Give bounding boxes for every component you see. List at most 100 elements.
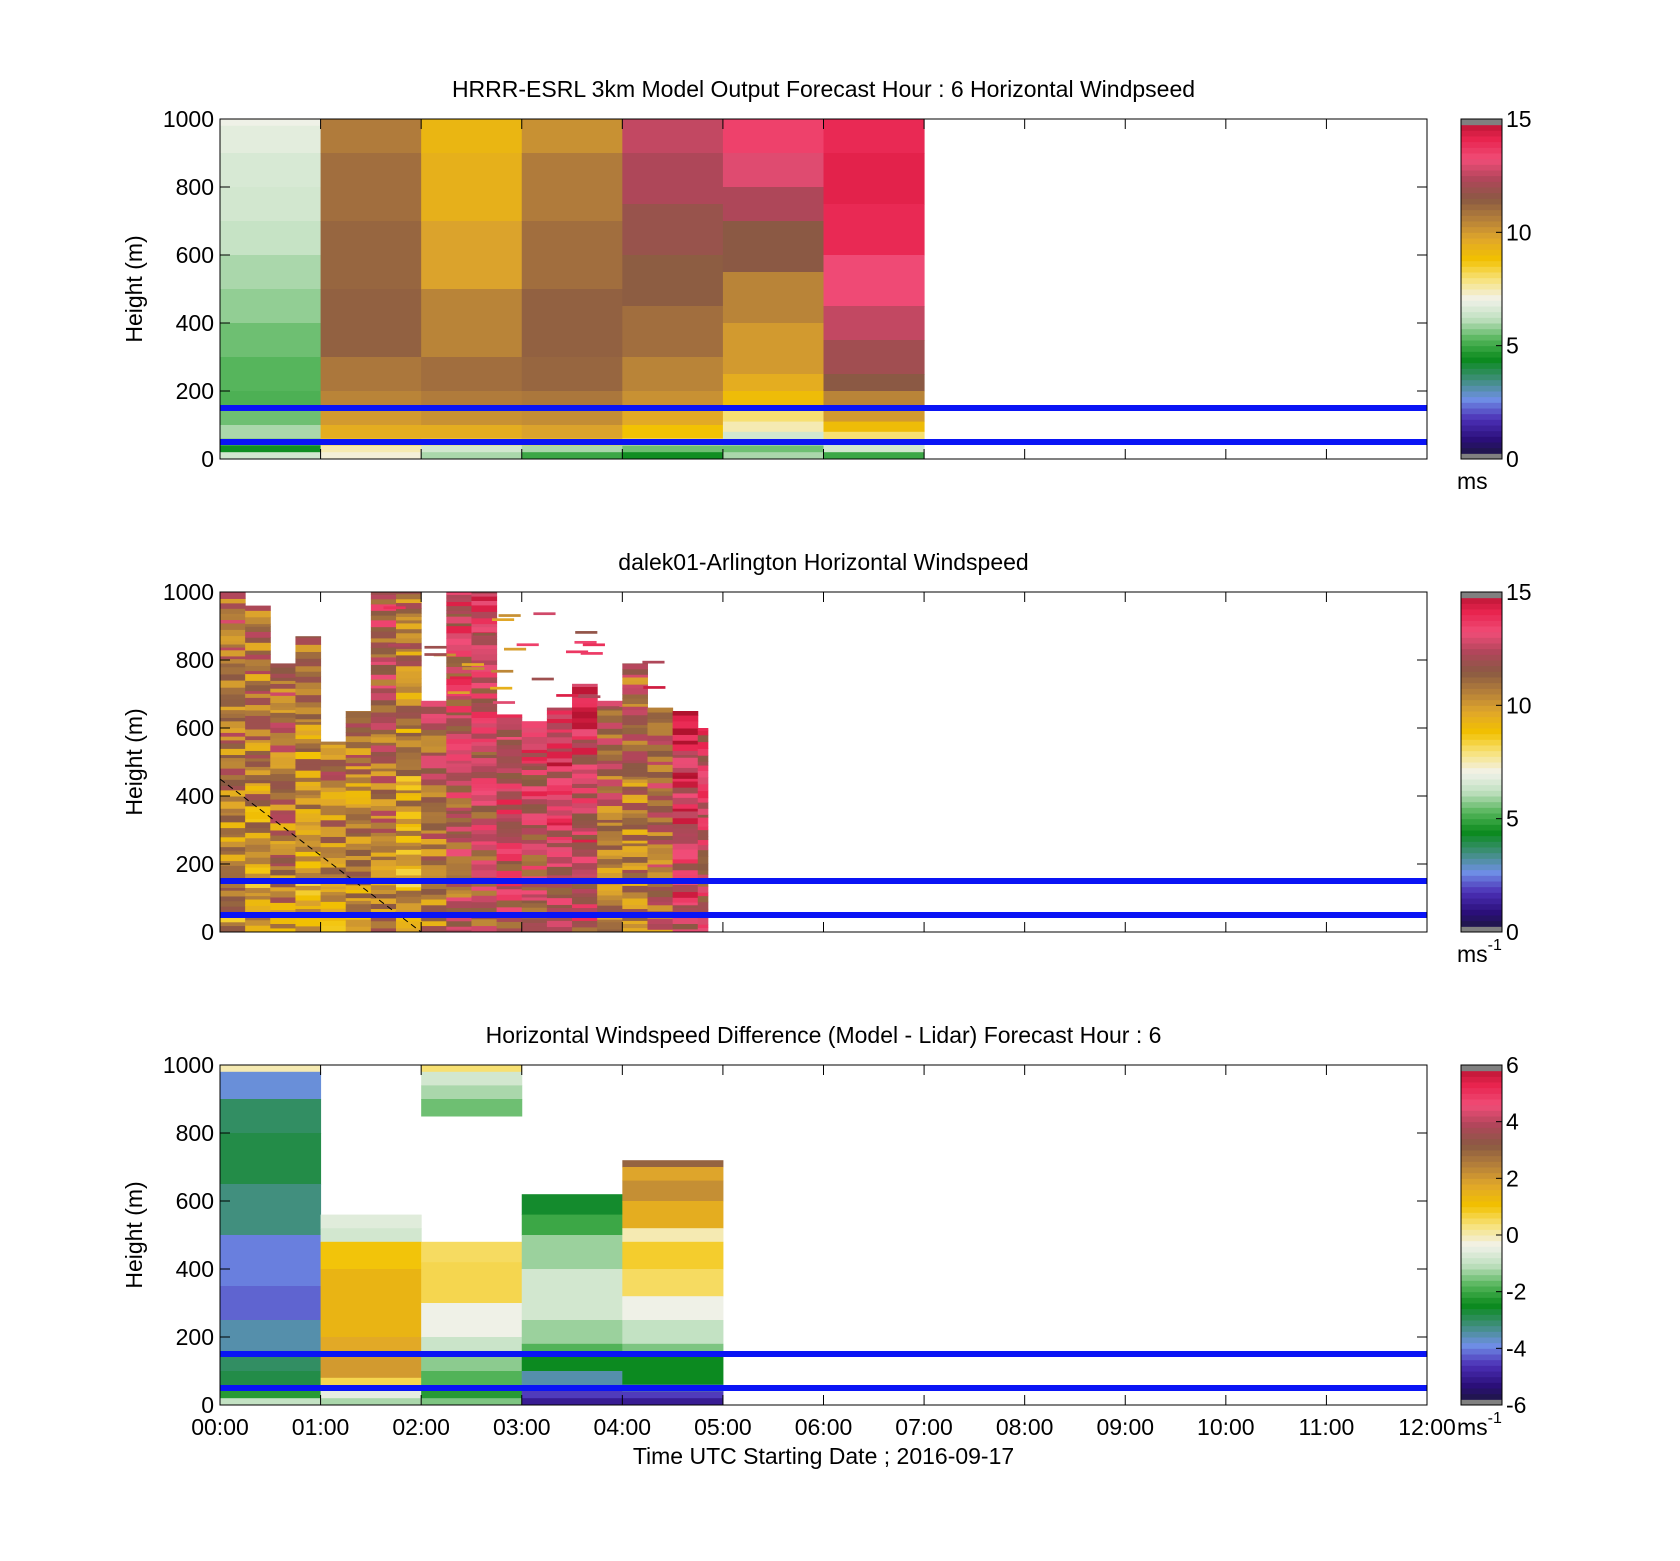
colorbar-segment — [1461, 711, 1502, 718]
heatmap-cell — [471, 833, 498, 842]
heatmap-cell — [622, 709, 648, 716]
heatmap-cell — [622, 663, 648, 665]
heatmap-cell — [546, 732, 573, 738]
heatmap-cell — [396, 682, 422, 687]
heatmap-cell — [823, 408, 925, 423]
heatmap-cell — [496, 755, 523, 764]
colorbar-segment — [1461, 1354, 1502, 1361]
heatmap-cell — [546, 862, 573, 867]
heatmap-cell — [622, 923, 648, 929]
heatmap-cell — [245, 827, 271, 833]
heatmap-cell — [496, 772, 523, 779]
colorbar-segment — [1461, 1325, 1502, 1332]
heatmap-cell — [245, 895, 271, 900]
heatmap-cell — [521, 1194, 623, 1216]
heatmap-cell — [421, 920, 447, 927]
heatmap-cell — [421, 838, 447, 845]
heatmap-cell — [270, 709, 296, 713]
colorbar-segment — [1461, 875, 1502, 882]
colorbar-segment — [1461, 841, 1502, 848]
heatmap-cell — [622, 391, 724, 409]
colorbar-segment — [1461, 204, 1502, 211]
colorbar-segment — [1461, 351, 1502, 358]
colorbar-segment — [1461, 1348, 1502, 1355]
heatmap-cell — [572, 834, 598, 840]
heatmap-cell — [220, 619, 246, 624]
heatmap-cell — [622, 306, 724, 358]
heatmap-cell — [421, 153, 523, 222]
heatmap-cell — [270, 788, 296, 793]
colorbar-segment — [1461, 915, 1502, 922]
colorbar-segment — [1461, 1291, 1502, 1298]
heatmap-cell — [245, 610, 271, 618]
x-tick-label: 12:00 — [1398, 1414, 1456, 1440]
heatmap-cell — [597, 830, 623, 838]
heatmap-cell — [345, 849, 372, 856]
heatmap-cell — [220, 1133, 322, 1185]
heatmap-cell — [446, 656, 472, 664]
heatmap-cell — [245, 867, 271, 874]
heatmap-cell — [622, 1201, 724, 1229]
heatmap-cell — [370, 742, 397, 746]
colorbar-segment — [1461, 858, 1502, 865]
heatmap-cell — [521, 756, 548, 761]
heatmap-cell — [496, 900, 523, 908]
heatmap-cell — [320, 831, 347, 837]
heatmap-cell — [597, 899, 623, 906]
heatmap-cell — [672, 862, 699, 871]
heatmap-cell — [370, 927, 397, 933]
heatmap-cell — [697, 765, 709, 771]
heatmap-cell — [345, 711, 372, 712]
heatmap-cell — [471, 757, 498, 764]
heatmap-cell — [622, 1180, 724, 1202]
heatmap-cell — [647, 756, 674, 762]
heatmap-cell — [496, 729, 523, 733]
heatmap-cell — [345, 892, 372, 899]
heatmap-cell — [546, 794, 573, 800]
heatmap-cell — [220, 445, 322, 453]
heatmap-cell — [396, 678, 422, 684]
heatmap-cell — [245, 626, 271, 632]
colorbar-segment — [1461, 147, 1502, 154]
heatmap-cell — [823, 431, 925, 443]
heatmap-cell — [521, 795, 548, 800]
colorbar-segment — [1461, 643, 1502, 650]
heatmap-cell — [521, 153, 623, 222]
colorbar-segment — [1461, 181, 1502, 188]
heatmap-cell — [471, 844, 498, 851]
heatmap-cell — [647, 864, 674, 868]
heatmap-cell — [597, 894, 623, 901]
heatmap-cell — [370, 647, 397, 655]
heatmap-cell — [823, 452, 925, 460]
colorbar-segment — [1461, 260, 1502, 267]
colorbar-segment — [1461, 1087, 1502, 1094]
heatmap-cell — [597, 921, 623, 930]
heatmap-cell — [345, 765, 372, 770]
heatmap-cell — [396, 735, 422, 741]
heatmap-cell — [396, 613, 422, 617]
colorbar-segment — [1461, 852, 1502, 859]
heatmap-cell — [572, 907, 598, 913]
heatmap-cell — [220, 760, 246, 769]
heatmap-cell — [521, 391, 623, 409]
heatmap-cell — [396, 712, 422, 716]
heatmap-cell — [471, 593, 498, 597]
heatmap-cell — [471, 722, 498, 728]
heatmap-cell — [245, 805, 271, 813]
heatmap-cell — [521, 408, 623, 426]
heatmap-cell — [565, 650, 589, 654]
heatmap-cell — [245, 623, 271, 627]
heatmap-cell — [320, 747, 347, 756]
colorbar-segment — [1461, 1133, 1502, 1140]
heatmap-cell — [572, 703, 598, 708]
heatmap-cell — [521, 889, 548, 895]
colorbar-segment — [1461, 1206, 1502, 1213]
x-tick-label: 05:00 — [694, 1414, 752, 1440]
colorbar-segment — [1461, 779, 1502, 786]
heatmap-cell — [496, 848, 523, 854]
heatmap-cell — [471, 611, 498, 619]
heatmap-cell — [245, 735, 271, 741]
heatmap-cell — [396, 715, 422, 719]
heatmap-cell — [446, 733, 472, 740]
heatmap-cell — [396, 896, 422, 904]
